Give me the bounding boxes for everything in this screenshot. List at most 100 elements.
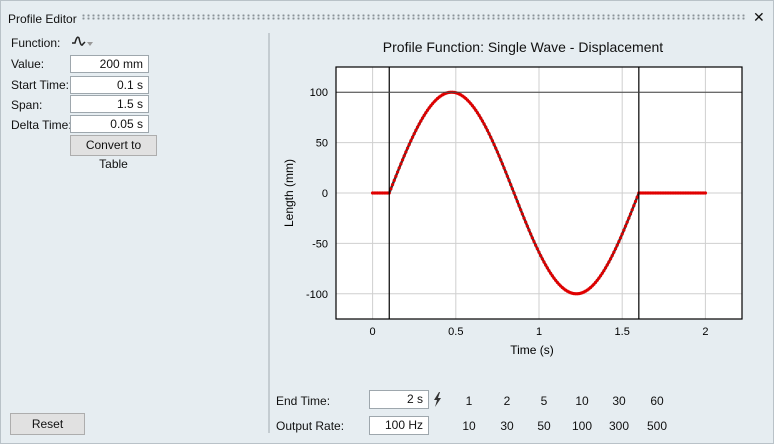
data-point xyxy=(412,132,416,136)
data-point xyxy=(598,274,603,278)
data-point xyxy=(427,106,431,110)
data-point xyxy=(527,228,531,232)
data-point xyxy=(495,150,500,154)
data-point xyxy=(603,266,608,270)
y-tick-label: -100 xyxy=(306,289,328,301)
data-point xyxy=(545,266,549,270)
data-point xyxy=(519,208,523,212)
output-rate-preset[interactable]: 300 xyxy=(608,419,630,433)
data-point xyxy=(477,113,481,117)
data-point xyxy=(612,250,616,254)
data-point xyxy=(419,119,423,123)
data-point xyxy=(625,220,629,224)
output-rate-preset[interactable]: 30 xyxy=(500,419,514,433)
data-point xyxy=(402,154,406,158)
output-rate-preset[interactable]: 10 xyxy=(462,419,476,433)
data-point xyxy=(494,146,498,150)
output-rate-preset[interactable]: 100 xyxy=(571,419,593,433)
reset-button[interactable]: Reset xyxy=(10,413,85,435)
data-point xyxy=(512,191,516,195)
data-point xyxy=(404,150,408,154)
data-point xyxy=(422,113,426,117)
data-point xyxy=(405,146,410,150)
data-point xyxy=(502,166,506,170)
end-time-preset[interactable]: 1 xyxy=(465,394,473,408)
data-point xyxy=(627,216,631,220)
end-time-label: End Time: xyxy=(276,394,331,408)
end-time-preset[interactable]: 5 xyxy=(540,394,548,408)
start-time-label: Start Time: xyxy=(11,78,70,92)
value-input[interactable]: 200 mm xyxy=(70,55,149,73)
data-point xyxy=(409,139,413,143)
close-icon[interactable]: ✕ xyxy=(753,9,765,25)
data-point xyxy=(607,260,611,264)
data-point xyxy=(490,139,495,143)
data-point xyxy=(542,260,546,264)
data-point xyxy=(487,132,491,136)
data-point xyxy=(400,158,405,162)
data-point xyxy=(602,269,606,273)
single-wave-icon[interactable] xyxy=(71,34,97,50)
end-time-input[interactable]: 2 s xyxy=(369,390,429,409)
output-rate-preset[interactable]: 500 xyxy=(646,419,668,433)
data-point xyxy=(499,158,503,162)
panel-splitter[interactable] xyxy=(268,33,270,433)
data-point xyxy=(407,142,411,147)
x-tick-label: 1 xyxy=(536,326,542,338)
data-point xyxy=(623,224,628,228)
x-tick-label: 2 xyxy=(702,326,708,338)
data-point xyxy=(472,106,476,110)
x-axis-label: Time (s) xyxy=(510,343,554,357)
data-point xyxy=(390,182,395,187)
data-point xyxy=(597,276,601,280)
data-point xyxy=(389,187,393,191)
data-point xyxy=(550,274,554,278)
end-time-preset[interactable]: 60 xyxy=(650,394,664,408)
data-point xyxy=(703,191,707,195)
data-point xyxy=(544,263,548,267)
data-point xyxy=(395,170,400,174)
data-point xyxy=(515,199,519,204)
data-point xyxy=(425,108,430,112)
data-point xyxy=(517,204,521,208)
data-point xyxy=(470,104,475,108)
data-point xyxy=(475,111,480,115)
end-time-preset[interactable]: 30 xyxy=(612,394,626,408)
output-rate-input[interactable]: 100 Hz xyxy=(369,416,429,435)
data-point xyxy=(482,122,486,126)
data-point xyxy=(630,208,634,212)
end-time-preset[interactable]: 10 xyxy=(575,394,589,408)
data-point xyxy=(410,135,415,139)
data-point xyxy=(484,125,488,129)
data-point xyxy=(552,276,556,280)
span-label: Span: xyxy=(11,98,43,112)
x-tick-label: 0.5 xyxy=(448,326,463,338)
data-point xyxy=(510,187,514,191)
convert-to-table-button[interactable]: Convert to Table xyxy=(70,135,157,171)
data-point xyxy=(524,220,528,224)
data-point xyxy=(492,142,496,147)
lightning-icon[interactable] xyxy=(432,392,442,407)
data-point xyxy=(504,170,508,174)
data-point xyxy=(633,199,638,204)
data-point xyxy=(522,216,526,220)
drag-grip[interactable] xyxy=(81,14,746,20)
data-point xyxy=(613,247,618,251)
data-point xyxy=(392,178,396,182)
data-point xyxy=(610,254,614,258)
delta-time-input[interactable]: 0.05 s xyxy=(70,115,149,133)
end-time-preset[interactable]: 2 xyxy=(503,394,511,408)
delta-time-label: Delta Time: xyxy=(11,118,72,132)
start-time-input[interactable]: 0.1 s xyxy=(70,76,149,94)
output-rate-preset[interactable]: 50 xyxy=(537,419,551,433)
data-point xyxy=(525,224,529,228)
data-point xyxy=(500,162,504,166)
data-point xyxy=(620,232,624,236)
y-tick-label: 0 xyxy=(322,188,328,200)
data-point xyxy=(507,178,511,182)
span-input[interactable]: 1.5 s xyxy=(70,95,149,113)
y-tick-label: 100 xyxy=(310,87,328,99)
data-point xyxy=(530,236,534,240)
output-rate-label: Output Rate: xyxy=(276,419,345,433)
